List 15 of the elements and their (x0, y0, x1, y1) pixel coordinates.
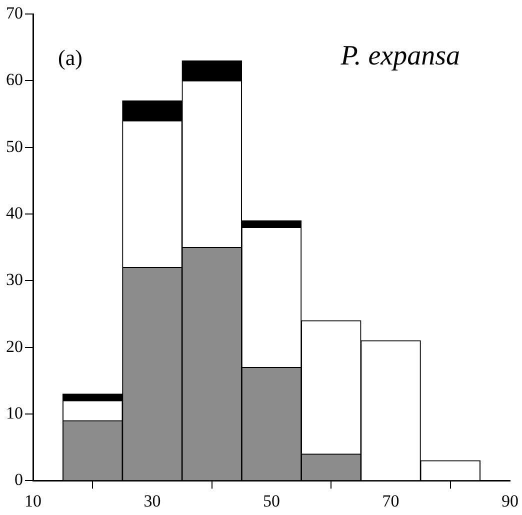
x-tick-label: 50 (263, 491, 280, 510)
y-tick-label: 40 (6, 203, 23, 222)
x-tick-label: 10 (24, 491, 42, 510)
x-tick-label: 70 (382, 491, 400, 510)
y-tick-label: 60 (6, 70, 23, 90)
y-tick-label: 20 (6, 336, 23, 356)
y-tick-label: 30 (6, 270, 23, 290)
y-tick-label: 50 (6, 136, 23, 156)
annotation: (a) (58, 44, 82, 70)
y-tick-label: 10 (6, 403, 23, 422)
y-tick-label: 0 (14, 470, 23, 490)
annotation: P. expansa (340, 40, 460, 72)
x-tick-label: 30 (144, 491, 161, 510)
y-tick-label: 70 (6, 3, 23, 22)
x-tick-label: 90 (502, 491, 518, 510)
